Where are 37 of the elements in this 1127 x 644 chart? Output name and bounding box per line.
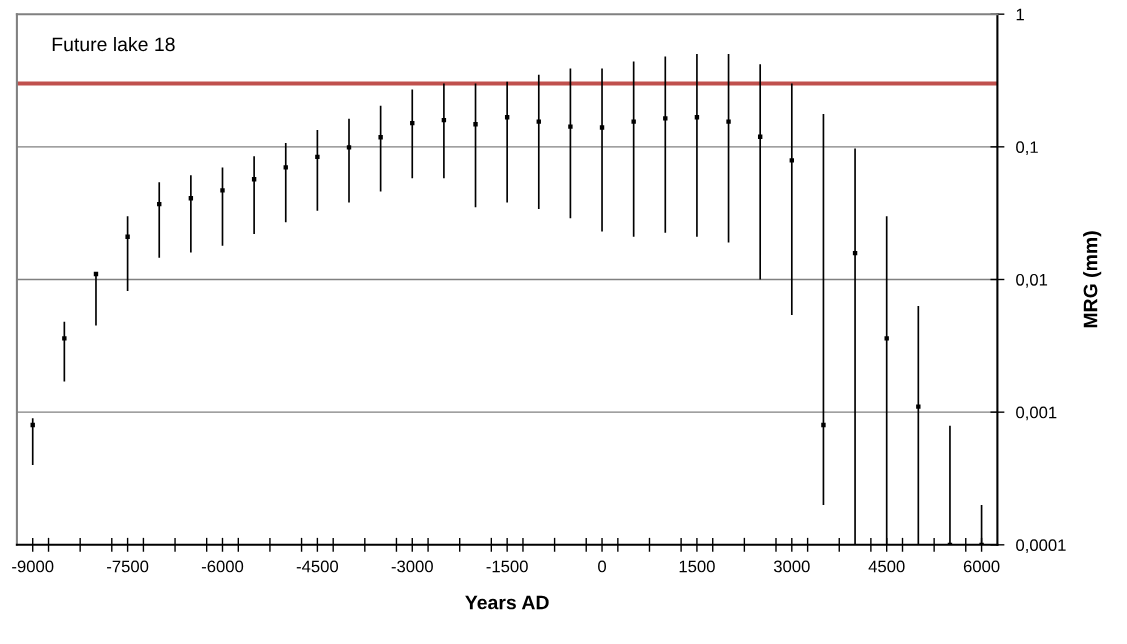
point bbox=[62, 336, 67, 341]
point bbox=[536, 119, 541, 124]
point bbox=[884, 336, 889, 341]
point bbox=[125, 234, 130, 239]
y-tick-label: 0,01 bbox=[1016, 273, 1048, 288]
x-tick-label: -1500 bbox=[486, 560, 528, 573]
x-tick-label: -3000 bbox=[391, 560, 433, 573]
point bbox=[789, 158, 794, 163]
point bbox=[220, 188, 225, 193]
point bbox=[599, 125, 605, 130]
point bbox=[663, 116, 668, 121]
point bbox=[726, 119, 731, 124]
x-tick-label: 0 bbox=[598, 560, 607, 573]
x-tick-label: 4500 bbox=[868, 560, 905, 573]
point bbox=[821, 422, 826, 428]
point bbox=[473, 122, 478, 127]
point bbox=[568, 124, 573, 129]
y-tick-label: 1 bbox=[1016, 8, 1024, 21]
x-axis-title: Years AD bbox=[465, 595, 549, 610]
y-tick-label: 0,1 bbox=[1016, 141, 1038, 155]
point bbox=[916, 404, 921, 409]
x-tick-label: 3000 bbox=[773, 560, 810, 573]
point bbox=[631, 119, 636, 124]
x-tick-label: 6000 bbox=[963, 560, 1000, 573]
point bbox=[378, 135, 383, 140]
annotation: Future lake 18 bbox=[52, 36, 175, 52]
x-tick-label: -6000 bbox=[201, 560, 244, 573]
x-tick-label: 1500 bbox=[679, 560, 715, 573]
x-tick-label: -9000 bbox=[12, 560, 54, 573]
y-axis-title: MRG (mm) bbox=[1083, 231, 1102, 328]
point bbox=[346, 145, 352, 150]
x-tick-label: -4500 bbox=[296, 560, 339, 573]
y-tick-label: 0,001 bbox=[1016, 406, 1057, 421]
point bbox=[315, 154, 320, 160]
point bbox=[283, 165, 288, 170]
x-tick-label: -7500 bbox=[107, 560, 149, 573]
y-tick-label: 0,0001 bbox=[1016, 539, 1066, 553]
